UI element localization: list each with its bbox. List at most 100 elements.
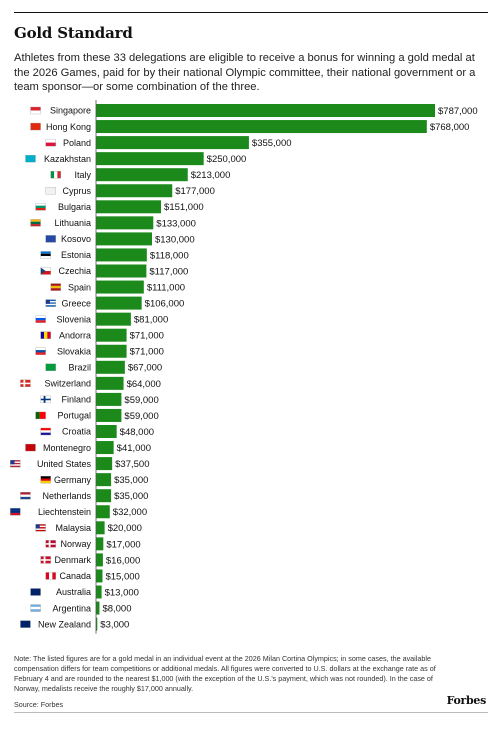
kazakhstan-flag-icon (25, 155, 36, 163)
value-label: $111,000 (147, 282, 185, 293)
bar (96, 200, 162, 214)
bar (96, 136, 249, 150)
category-label: Switzerland (44, 379, 91, 389)
germany-flag-icon (40, 475, 51, 484)
category-label: Portugal (57, 411, 91, 421)
bar (96, 344, 127, 358)
value-label: $64,000 (127, 379, 161, 390)
category-label: Poland (63, 138, 91, 148)
category-label: Canada (59, 571, 91, 581)
cyprus-flag-icon (45, 187, 56, 195)
lithuania-flag-icon (30, 219, 41, 227)
category-label: Italy (74, 170, 91, 180)
bar (96, 425, 117, 438)
singapore-flag-icon (30, 106, 41, 115)
category-label: Andorra (59, 330, 91, 340)
andorra-flag-icon (40, 331, 51, 339)
category-label: Montenegro (43, 443, 91, 453)
value-label: $16,000 (106, 555, 140, 566)
value-label: $71,000 (130, 331, 164, 342)
category-label: Slovenia (56, 314, 91, 324)
value-label: $151,000 (164, 202, 204, 213)
category-label: Denmark (54, 555, 91, 565)
value-label: $177,000 (175, 186, 215, 197)
brazil-flag-icon (45, 363, 56, 371)
bar (96, 441, 114, 455)
chart-title: Gold Standard (14, 24, 133, 42)
category-label: Bulgaria (58, 202, 91, 212)
value-label: $130,000 (155, 234, 195, 245)
value-label: $213,000 (191, 170, 231, 181)
spain-flag-icon (50, 283, 61, 291)
category-label: Cyprus (62, 186, 91, 196)
bar (96, 264, 147, 278)
value-label: $41,000 (117, 443, 151, 454)
category-label: Lithuania (54, 218, 91, 228)
value-label: $15,000 (105, 571, 139, 582)
bar-row-norway: Norway $17,000 (45, 537, 141, 551)
bar-row-slovakia: Slovakia $71,000 (35, 344, 164, 358)
bar-row-montenegro: Montenegro $41,000 (25, 441, 151, 455)
bar (96, 168, 188, 182)
value-label: $37,500 (115, 459, 149, 470)
category-label: Singapore (50, 106, 91, 116)
bar (96, 585, 102, 599)
bar-row-netherlands: Netherlands $35,000 (20, 489, 148, 503)
bar (96, 296, 142, 310)
bar-chart: Singapore $787,000 Hong Kong $768,000 Poland… (10, 100, 478, 634)
value-label: $59,000 (124, 411, 158, 422)
value-label: $48,000 (120, 427, 154, 438)
bar-row-spain: Spain $111,000 (50, 280, 185, 294)
czechia-flag-icon (40, 267, 51, 275)
category-label: Malaysia (55, 523, 91, 533)
value-label: $67,000 (128, 363, 162, 374)
liechtenstein-flag-icon (10, 508, 21, 516)
australia-flag-icon (30, 588, 41, 596)
bar (96, 537, 104, 551)
forbes-logo: Forbes (446, 694, 487, 707)
switzerland-flag-icon (20, 379, 31, 388)
netherlands-flag-icon (20, 492, 31, 500)
value-label: $20,000 (108, 523, 142, 534)
value-label: $787,000 (438, 106, 478, 117)
bar-row-slovenia: Slovenia $81,000 (35, 312, 168, 326)
poland-flag-icon (45, 138, 56, 147)
bar-row-lithuania: Lithuania $133,000 (30, 216, 196, 230)
value-label: $81,000 (134, 315, 168, 326)
croatia-flag-icon (40, 427, 51, 436)
argentina-flag-icon (30, 604, 41, 612)
portugal-flag-icon (35, 411, 46, 420)
slovenia-flag-icon (35, 315, 46, 323)
category-label: Greece (61, 298, 91, 308)
category-label: Argentina (52, 603, 91, 613)
bar-row-estonia: Estonia $118,000 (40, 248, 189, 262)
bar (96, 473, 112, 487)
bar-row-new-zealand: New Zealand $3,000 (20, 617, 129, 631)
bar-row-croatia: Croatia $48,000 (40, 425, 154, 438)
slovakia-flag-icon (35, 347, 46, 355)
category-label: Czechia (58, 266, 91, 276)
bar (96, 553, 103, 567)
category-label: Australia (56, 587, 91, 597)
bar-row-hong-kong: Hong Kong $768,000 (30, 120, 469, 134)
top-rule (14, 12, 488, 13)
kosovo-flag-icon (45, 235, 56, 243)
value-label: $35,000 (114, 475, 148, 486)
value-label: $133,000 (156, 218, 196, 229)
bar-row-kosovo: Kosovo $130,000 (45, 232, 195, 246)
hong-kong-flag-icon (30, 122, 41, 131)
bar (96, 505, 110, 519)
bar-row-singapore: Singapore $787,000 (30, 104, 478, 117)
united-states-flag-icon (10, 459, 21, 468)
bar (96, 312, 131, 326)
bar-row-argentina: Argentina $8,000 (30, 601, 132, 615)
bulgaria-flag-icon (35, 203, 46, 211)
bar (96, 408, 122, 422)
value-label: $35,000 (114, 491, 148, 502)
bar-row-malaysia: Malaysia $20,000 (35, 521, 142, 535)
chart-subtitle: Athletes from these 33 delegations are e… (14, 52, 476, 93)
bar (96, 232, 152, 246)
category-label: New Zealand (38, 619, 91, 629)
bar-row-czechia: Czechia $117,000 (40, 264, 188, 278)
value-label: $355,000 (252, 138, 292, 149)
